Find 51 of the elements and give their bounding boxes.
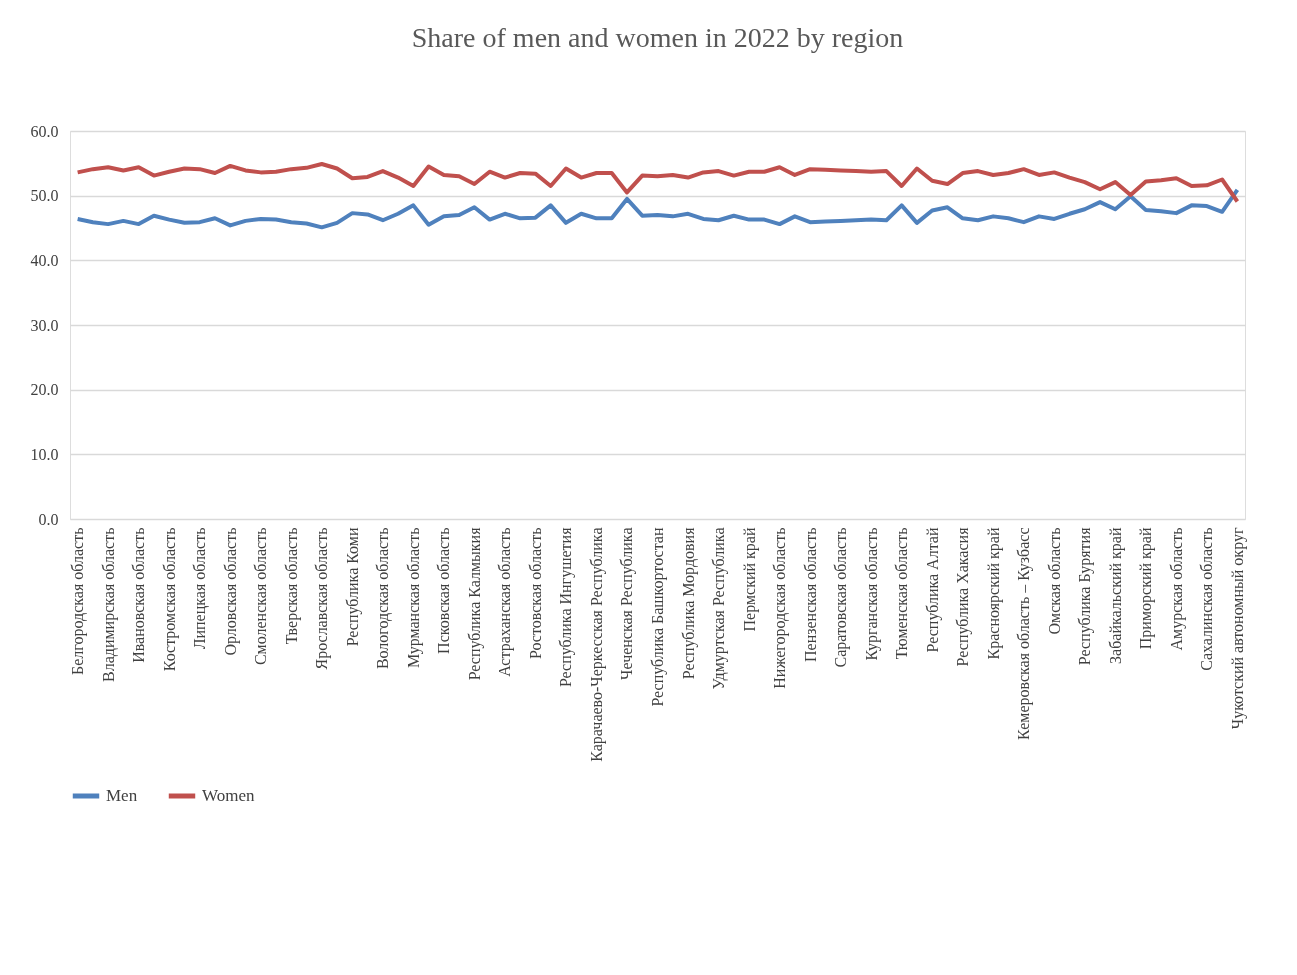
x-tick-label: Республика Калмыкия — [465, 526, 484, 681]
x-tick-label: Республика Мордовия — [679, 526, 698, 680]
x-tick-label: Карачаево-Черкесская Республика — [587, 527, 606, 762]
y-tick-label: 30.0 — [30, 316, 59, 334]
x-tick-label: Чеченская Республика — [618, 527, 637, 680]
x-tick-label: Чукотский автономный округ — [1228, 527, 1247, 730]
x-tick-label: Забайкальский край — [1106, 527, 1125, 664]
x-tick-label: Саратовская область — [832, 527, 851, 668]
x-tick-label: Республика Ингушетия — [557, 526, 576, 688]
x-tick-label: Астраханская область — [496, 527, 515, 677]
x-tick-label: Республика Хакасия — [954, 526, 973, 667]
x-tick-label: Тверская область — [282, 527, 301, 645]
y-tick-label: 40.0 — [30, 251, 59, 269]
x-tick-label: Костромская область — [160, 527, 179, 672]
legend-label: Women — [202, 786, 255, 805]
x-tick-label: Псковская область — [435, 527, 453, 654]
x-tick-label: Кемеровская область – Кузбасс — [1015, 527, 1034, 740]
x-tick-label: Пензенская область — [801, 527, 819, 663]
x-tick-label: Курганская область — [862, 527, 881, 661]
y-tick-label: 60.0 — [30, 122, 59, 140]
x-tick-label: Омская область — [1045, 527, 1063, 635]
x-tick-label: Ярославская область — [313, 527, 332, 670]
x-tick-label: Липецкая область — [191, 527, 210, 650]
x-tick-label: Удмуртская Республика — [710, 527, 729, 690]
x-tick-label: Вологодская область — [374, 527, 393, 670]
x-tick-label: Владимирская область — [99, 527, 118, 682]
y-tick-label: 50.0 — [30, 187, 59, 205]
line-series — [75, 187, 1240, 230]
x-tick-label: Амурская область — [1167, 527, 1186, 651]
x-tick-label: Республика Алтай — [923, 527, 942, 653]
legend-label: Men — [106, 786, 138, 805]
x-tick-label: Ростовская область — [526, 527, 544, 660]
x-tick-label: Смоленская область — [252, 527, 270, 666]
y-tick-label: 10.0 — [30, 445, 59, 463]
x-tick-label: Республика Башкортостан — [649, 527, 667, 707]
x-tick-label: Белгородская область — [69, 527, 88, 675]
x-tick-label: Приморский край — [1137, 527, 1156, 650]
chart-title: Share of men and women in 2022 by region — [411, 22, 904, 53]
x-tick-label: Республика Бурятия — [1076, 526, 1095, 666]
x-tick-label: Красноярский край — [984, 527, 1003, 660]
x-tick-label: Мурманская область — [404, 527, 423, 669]
x-tick-label: Пермский край — [740, 527, 759, 632]
x-tick-label: Сахалинская область — [1198, 527, 1216, 671]
x-tick-label: Ивановская область — [130, 527, 148, 663]
y-tick-label: 0.0 — [38, 510, 59, 528]
x-tick-label: Нижегородская область — [771, 527, 790, 689]
x-tick-label: Республика Коми — [343, 527, 362, 647]
x-tick-label: Тюменская область — [893, 527, 911, 660]
x-tick-label: Орловская область — [221, 527, 240, 656]
line-series — [75, 161, 1240, 204]
y-tick-label: 20.0 — [30, 381, 59, 399]
